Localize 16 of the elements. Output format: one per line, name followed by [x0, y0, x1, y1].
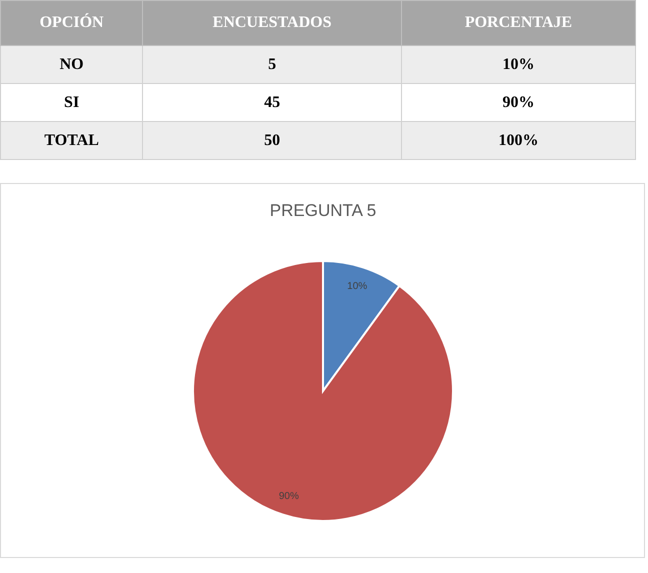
chart-title: PREGUNTA 5: [270, 201, 376, 220]
text: 5: [142, 46, 402, 84]
category-label: PORCENTAJE: [401, 0, 636, 46]
text: SI: [0, 84, 143, 122]
text: NO: [0, 46, 143, 84]
text: TOTAL: [0, 122, 143, 160]
text: 50: [142, 122, 402, 160]
category-label: OPCIÓN: [0, 0, 143, 46]
category-label: ENCUESTADOS: [142, 0, 402, 46]
text: 10%: [401, 46, 636, 84]
data-label: 90%: [278, 491, 299, 502]
text: 45: [142, 84, 402, 122]
text: 90%: [401, 84, 636, 122]
text: 100%: [401, 122, 636, 160]
pie-slice: [192, 260, 454, 522]
data-label: 10%: [347, 280, 368, 292]
